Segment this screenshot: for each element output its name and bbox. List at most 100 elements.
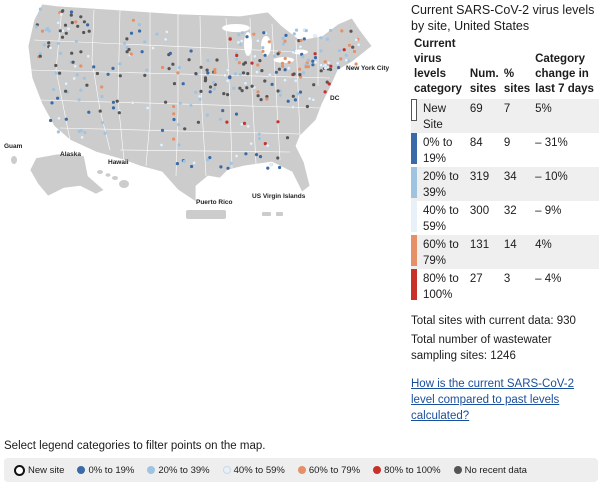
site-point bbox=[349, 29, 353, 33]
legend-item-80-to-100[interactable]: 80% to 100% bbox=[373, 465, 441, 476]
site-point bbox=[40, 29, 45, 33]
category-swatch bbox=[411, 201, 417, 232]
legend-item-60-to-79[interactable]: 60% to 79% bbox=[297, 464, 361, 476]
site-point bbox=[56, 21, 60, 25]
pct-sites: 9 bbox=[503, 137, 511, 149]
pct-sites: 32 bbox=[503, 205, 517, 217]
label-guam: Guam bbox=[4, 143, 23, 150]
site-point bbox=[283, 56, 287, 61]
site-point bbox=[189, 49, 193, 53]
change-7d: – 31% bbox=[535, 137, 568, 149]
header-pct-sites: % sites bbox=[503, 68, 531, 95]
methodology-link[interactable]: How is the current SARS-CoV-2 level comp… bbox=[411, 378, 574, 422]
site-point bbox=[222, 92, 226, 96]
category-swatch-cell bbox=[411, 99, 420, 133]
site-point bbox=[198, 97, 202, 101]
site-point bbox=[283, 68, 287, 72]
site-point bbox=[82, 76, 86, 80]
site-point bbox=[60, 9, 64, 13]
site-point bbox=[237, 33, 241, 37]
site-point bbox=[118, 62, 122, 66]
site-point bbox=[98, 109, 102, 113]
us-wastewater-map: New York City DC Guam Alaska Hawaii Puer… bbox=[4, 3, 389, 219]
site-point bbox=[226, 68, 230, 72]
site-point bbox=[75, 73, 79, 77]
label-us-virgin-islands: US Virgin Islands bbox=[252, 193, 306, 200]
site-point bbox=[77, 129, 81, 134]
site-point bbox=[125, 45, 129, 50]
site-point bbox=[228, 37, 232, 41]
site-point bbox=[278, 93, 283, 97]
site-point bbox=[86, 54, 91, 58]
site-point bbox=[151, 46, 155, 50]
site-point bbox=[163, 37, 168, 42]
site-point bbox=[327, 82, 331, 86]
site-point bbox=[293, 98, 297, 102]
site-point bbox=[221, 109, 225, 113]
site-point bbox=[160, 128, 165, 132]
site-point bbox=[311, 98, 316, 102]
site-point bbox=[223, 73, 227, 78]
site-point bbox=[233, 72, 237, 76]
site-point bbox=[298, 90, 303, 94]
site-point bbox=[274, 70, 278, 74]
site-point bbox=[234, 154, 239, 158]
category-label: 60% to 79% bbox=[420, 235, 467, 269]
site-point bbox=[256, 39, 260, 43]
site-point bbox=[125, 37, 129, 41]
site-point bbox=[351, 45, 355, 49]
legend-label: 60% to 79% bbox=[308, 464, 361, 476]
legend-item-no-recent-data[interactable]: No recent data bbox=[453, 465, 527, 476]
site-point bbox=[245, 35, 249, 39]
category-label: 20% to 39% bbox=[420, 167, 467, 201]
legend-label: 40% to 59% bbox=[233, 464, 285, 476]
legend-item-20-to-39[interactable]: 20% to 39% bbox=[147, 464, 210, 476]
site-point bbox=[329, 64, 333, 68]
site-point bbox=[301, 55, 305, 59]
site-point bbox=[59, 51, 63, 56]
category-swatch-cell bbox=[411, 167, 420, 201]
site-point bbox=[212, 87, 216, 91]
site-point bbox=[57, 116, 61, 121]
site-point bbox=[266, 166, 270, 170]
site-point bbox=[260, 69, 264, 73]
site-point bbox=[326, 61, 331, 65]
site-point bbox=[138, 29, 142, 33]
site-point bbox=[258, 155, 263, 159]
table-header-row: Current virus levels category Num. sites… bbox=[411, 37, 599, 99]
category-legend: New site 0% to 19% 20% to 39% 40% to 59% 60%… bbox=[4, 458, 598, 482]
site-point bbox=[291, 94, 295, 98]
site-point bbox=[205, 113, 209, 117]
legend-item-0-to-19[interactable]: 0% to 19% bbox=[77, 465, 134, 476]
num-sites: 69 bbox=[466, 99, 501, 133]
site-point bbox=[54, 71, 58, 75]
site-point bbox=[237, 61, 241, 65]
site-point bbox=[130, 101, 135, 105]
site-point bbox=[256, 63, 260, 67]
site-point bbox=[304, 29, 308, 33]
legend-label: 20% to 39% bbox=[158, 464, 210, 476]
site-point bbox=[125, 50, 129, 54]
guam-shape bbox=[11, 156, 17, 164]
site-point bbox=[106, 72, 110, 76]
legend-item-40-to-59[interactable]: 40% to 59% bbox=[222, 464, 285, 476]
site-point bbox=[77, 98, 81, 102]
site-point bbox=[258, 59, 262, 63]
site-point bbox=[72, 76, 76, 81]
site-point bbox=[306, 65, 310, 69]
site-point bbox=[249, 141, 253, 146]
site-point bbox=[239, 39, 244, 43]
label-alaska: Alaska bbox=[60, 151, 81, 158]
site-point bbox=[265, 97, 269, 101]
site-point bbox=[63, 23, 68, 27]
site-point bbox=[302, 37, 306, 41]
site-point bbox=[243, 81, 248, 86]
site-point bbox=[337, 49, 341, 53]
site-point bbox=[241, 71, 246, 75]
legend-item-new-site[interactable]: New site bbox=[14, 464, 64, 476]
site-point bbox=[177, 143, 181, 147]
table-row: 60% to 79% 131 14 4% bbox=[411, 235, 599, 269]
site-point bbox=[117, 111, 121, 115]
site-point bbox=[291, 105, 295, 109]
change-7d: – 9% bbox=[535, 205, 562, 217]
